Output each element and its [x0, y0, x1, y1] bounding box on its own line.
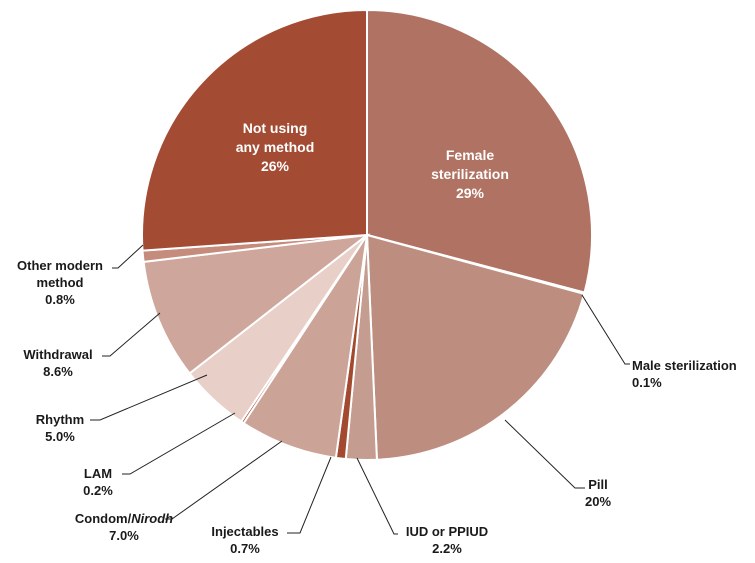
leader-line-male-sterilization [581, 294, 630, 365]
label-other-modern-method: Other modern method 0.8% [17, 258, 103, 307]
leader-line-injectables [287, 456, 332, 534]
label-pill: Pill 20% [585, 477, 611, 509]
label-withdrawal: Withdrawal 8.6% [23, 347, 92, 379]
leader-line-pill [504, 419, 585, 489]
leader-line-lam [122, 412, 236, 475]
slice-labels: Female sterilization 29% Male sterilization… [17, 120, 737, 556]
leader-line-condom-nirodh [165, 440, 283, 520]
label-rhythm: Rhythm 5.0% [36, 412, 84, 444]
leader-line-withdrawal [102, 312, 161, 357]
label-condom-nirodh: Condom/Nirodh 7.0% [75, 511, 173, 543]
leader-line-rhythm [90, 374, 208, 421]
slice-pill [365, 233, 586, 461]
slice-not-using-any-method [141, 8, 368, 252]
label-lam: LAM 0.2% [83, 466, 113, 498]
label-male-sterilization: Male sterilization 0.1% [632, 358, 737, 390]
label-not-using-any-method: Not using any method 26% [236, 120, 315, 174]
leader-line-iud-or-ppiud [356, 457, 398, 535]
slice-female-sterilization [366, 8, 593, 294]
label-female-sterilization: Female sterilization 29% [431, 147, 509, 201]
leader-lines [90, 244, 630, 535]
label-iud-or-ppiud: IUD or PPIUD 2.2% [406, 524, 488, 556]
label-injectables: Injectables 0.7% [211, 524, 278, 556]
slice-withdrawal [142, 233, 371, 375]
leader-line-other-modern-method [112, 244, 144, 269]
pie-slices [141, 8, 593, 461]
